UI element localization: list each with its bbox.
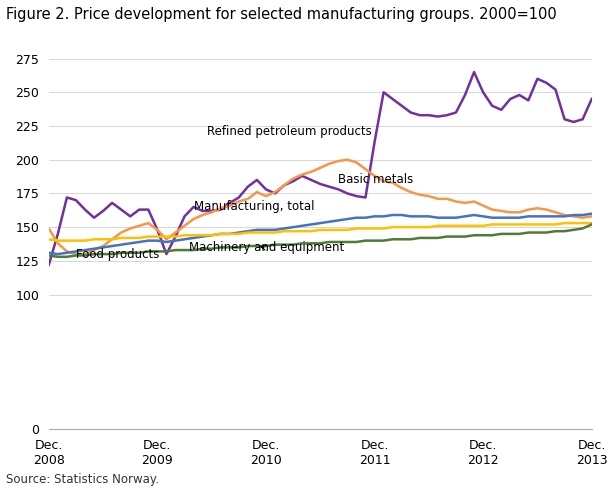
Text: Basic metals: Basic metals [339,173,414,185]
Text: Source: Statistics Norway.: Source: Statistics Norway. [6,472,159,486]
Text: Manufacturing, total: Manufacturing, total [193,200,314,213]
Text: Figure 2. Price development for selected manufacturing groups. 2000=100: Figure 2. Price development for selected… [6,7,557,22]
Text: Machinery and equipment: Machinery and equipment [189,242,344,254]
Text: Refined petroleum products: Refined petroleum products [207,125,372,139]
Text: Food products: Food products [76,248,159,261]
